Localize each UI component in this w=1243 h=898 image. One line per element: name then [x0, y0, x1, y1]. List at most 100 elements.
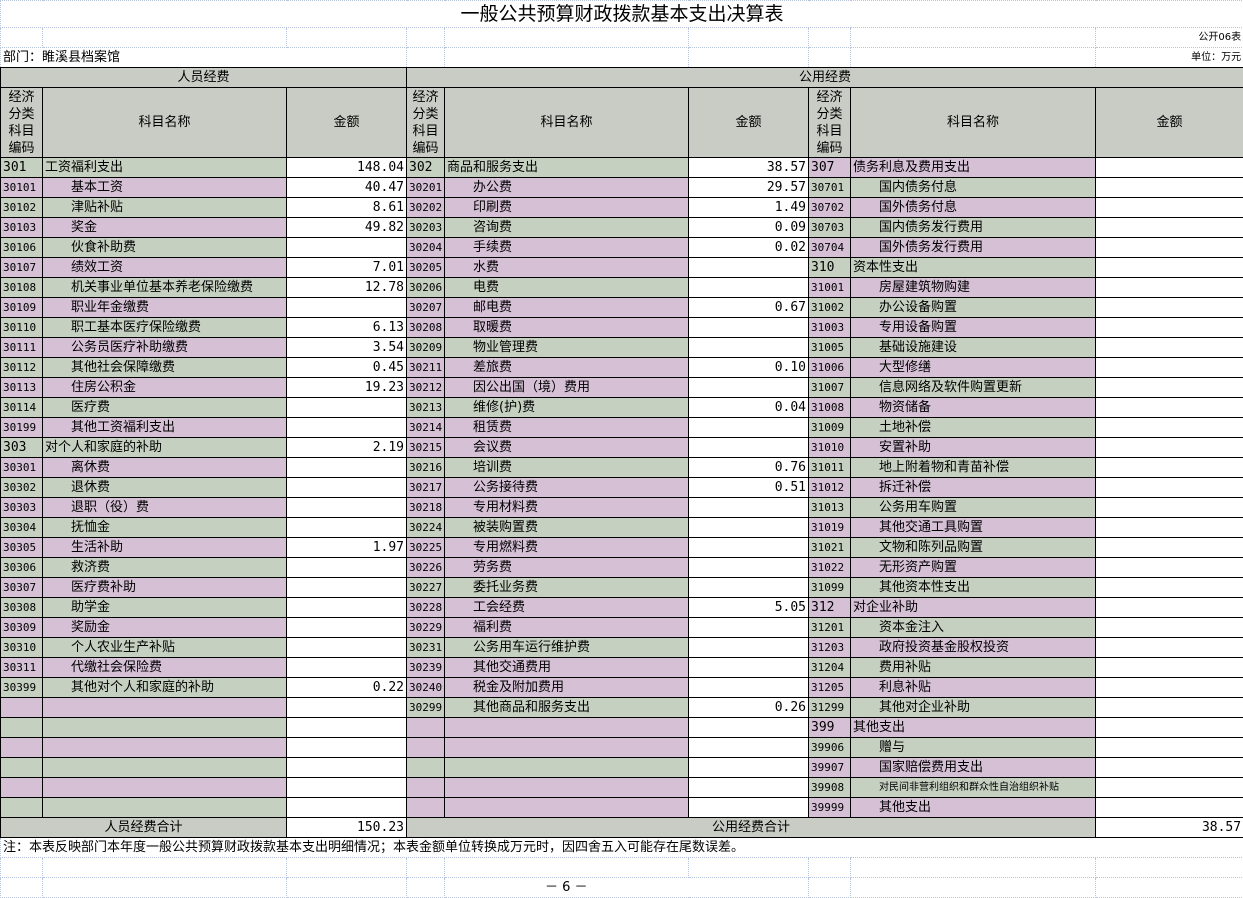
row-code: 31204 — [809, 658, 851, 678]
row-amount — [1096, 378, 1243, 398]
row-code: 30704 — [809, 238, 851, 258]
row-name: 邮电费 — [445, 298, 689, 318]
row-amount — [1096, 478, 1243, 498]
row-code: 30228 — [407, 598, 445, 618]
row-amount — [287, 458, 407, 478]
footnote: 注：本表反映部门本年度一般公共预算财政拨款基本支出明细情况；本表金额单位转换成万… — [1, 838, 1243, 858]
row-code: 31003 — [809, 318, 851, 338]
row-amount — [287, 238, 407, 258]
row-name: 委托业务费 — [445, 578, 689, 598]
row-code: 30110 — [1, 318, 43, 338]
row-code: 31001 — [809, 278, 851, 298]
row-amount — [689, 538, 809, 558]
row-code: 30212 — [407, 378, 445, 398]
row-name: 公务接待费 — [445, 478, 689, 498]
row-name: 租赁费 — [445, 418, 689, 438]
row-code: 30702 — [809, 198, 851, 218]
row-name: 其他对个人和家庭的补助 — [43, 678, 287, 698]
row-code: 31006 — [809, 358, 851, 378]
row-amount — [689, 518, 809, 538]
row-amount — [287, 498, 407, 518]
row-code: 30310 — [1, 638, 43, 658]
row-name: 职工基本医疗保险缴费 — [43, 318, 287, 338]
row-code: 39907 — [809, 758, 851, 778]
row-code: 31005 — [809, 338, 851, 358]
col-header-name: 科目名称 — [43, 88, 287, 158]
row-name: 土地补偿 — [851, 418, 1096, 438]
row-amount — [1096, 578, 1243, 598]
row-name: 信息网络及软件购置更新 — [851, 378, 1096, 398]
row-name: 物业管理费 — [445, 338, 689, 358]
row-code: 30202 — [407, 198, 445, 218]
row-name: 咨询费 — [445, 218, 689, 238]
row-name: 会议费 — [445, 438, 689, 458]
row-name — [43, 758, 287, 778]
row-code: 31011 — [809, 458, 851, 478]
row-name: 福利费 — [445, 618, 689, 638]
row-code: 30207 — [407, 298, 445, 318]
row-name: 机关事业单位基本养老保险缴费 — [43, 278, 287, 298]
row-name: 拆迁补偿 — [851, 478, 1096, 498]
row-amount — [689, 558, 809, 578]
row-code: 30302 — [1, 478, 43, 498]
row-name: 医疗费 — [43, 398, 287, 418]
row-code: 31022 — [809, 558, 851, 578]
row-amount — [1096, 658, 1243, 678]
row-name — [445, 758, 689, 778]
row-name: 物资储备 — [851, 398, 1096, 418]
row-name: 救济费 — [43, 558, 287, 578]
row-amount — [1096, 158, 1243, 178]
row-amount — [1096, 798, 1243, 818]
row-code: 301 — [1, 158, 43, 178]
row-amount: 0.10 — [689, 358, 809, 378]
row-code: 30111 — [1, 338, 43, 358]
row-name: 商品和服务支出 — [445, 158, 689, 178]
row-code: 30217 — [407, 478, 445, 498]
row-name: 印刷费 — [445, 198, 689, 218]
row-name: 无形资产购置 — [851, 558, 1096, 578]
row-name: 工资福利支出 — [43, 158, 287, 178]
row-name: 其他资本性支出 — [851, 578, 1096, 598]
row-amount — [1096, 418, 1243, 438]
row-code: 31013 — [809, 498, 851, 518]
row-name: 国家赔偿费用支出 — [851, 758, 1096, 778]
row-code: 30227 — [407, 578, 445, 598]
row-amount — [1096, 558, 1243, 578]
row-code: 30112 — [1, 358, 43, 378]
row-code: 30107 — [1, 258, 43, 278]
row-name: 退职（役）费 — [43, 498, 287, 518]
row-name: 专用设备购置 — [851, 318, 1096, 338]
row-code: 30102 — [1, 198, 43, 218]
row-amount — [689, 258, 809, 278]
row-name: 其他支出 — [851, 798, 1096, 818]
row-code: 30215 — [407, 438, 445, 458]
row-code: 30218 — [407, 498, 445, 518]
row-code: 30201 — [407, 178, 445, 198]
row-amount — [287, 658, 407, 678]
unit-label: 单位：万元 — [1096, 48, 1243, 68]
row-code: 30208 — [407, 318, 445, 338]
row-code — [407, 778, 445, 798]
row-name: 取暖费 — [445, 318, 689, 338]
row-amount: 0.04 — [689, 398, 809, 418]
row-name: 赠与 — [851, 738, 1096, 758]
row-name: 其他交通工具购置 — [851, 518, 1096, 538]
row-code: 312 — [809, 598, 851, 618]
row-name — [445, 778, 689, 798]
row-amount — [1096, 618, 1243, 638]
row-name — [43, 718, 287, 738]
row-name — [445, 798, 689, 818]
row-amount — [287, 398, 407, 418]
row-name: 助学金 — [43, 598, 287, 618]
